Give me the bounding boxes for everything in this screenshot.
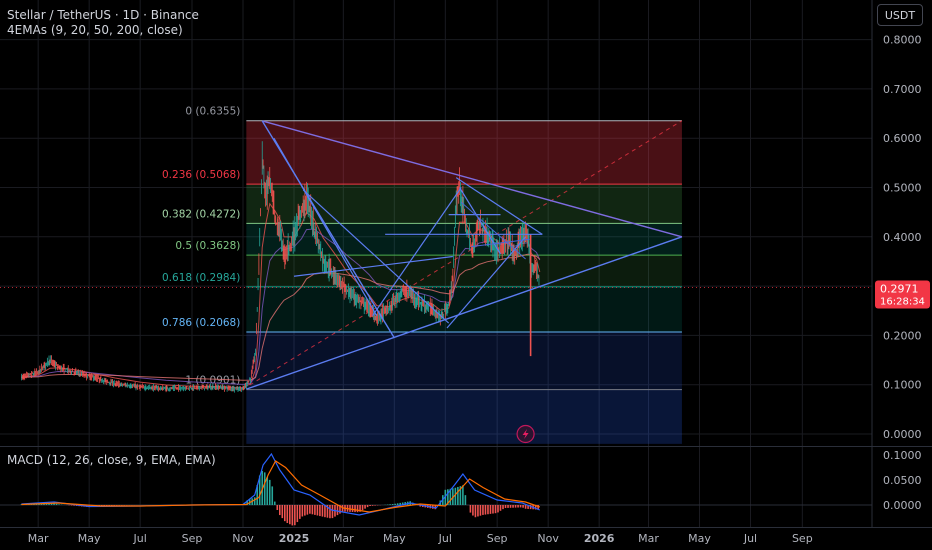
current-price-badge	[875, 280, 930, 309]
fib-zone	[246, 332, 682, 390]
trendlines	[246, 120, 683, 390]
macd-axis: 0.1000 0.0500 0.0000	[883, 449, 922, 512]
time-axis: Mar May Jul Sep Nov 2025 Mar May Jul Sep Nov 2026 Ma…	[28, 532, 813, 545]
fib-zone-extension	[246, 389, 682, 444]
time-axis-label: 2026	[584, 532, 615, 545]
fib-zone	[246, 286, 682, 333]
price-axis-label: 0.2000	[883, 329, 922, 342]
time-axis-label: May	[688, 532, 711, 545]
fib-level-label: 0 (0.6355)	[185, 106, 240, 118]
time-axis-label: Nov	[232, 532, 254, 545]
descending-resistance-line	[262, 120, 683, 238]
macd-axis-label: 0.1000	[883, 449, 922, 462]
time-axis-label: Mar	[333, 532, 354, 545]
fib-trend-dashed	[242, 120, 683, 390]
ema-indicator-label[interactable]: 4EMAs (9, 20, 50, 200, close)	[7, 23, 183, 37]
macd-axis-label: 0.0000	[883, 499, 922, 512]
trendline	[459, 187, 502, 255]
fib-level-label: 0.236 (0.5068)	[162, 169, 240, 181]
lightning-glyph	[522, 429, 529, 439]
price-axis-label: 0.4000	[883, 231, 922, 244]
time-axis-label: Sep	[487, 532, 508, 545]
price-axis-label: 0.1000	[883, 379, 922, 392]
fib-level-label: 0.618 (0.2984)	[162, 272, 240, 284]
trendline	[302, 189, 450, 324]
fib-level-label: 0.5 (0.3628)	[175, 240, 240, 252]
price-axis: 0.80000.70000.60000.50000.40000.30000.20…	[883, 34, 922, 441]
macd-axis-label: 0.0500	[883, 474, 922, 487]
price-axis-label: 0.0000	[883, 428, 922, 441]
time-axis-label: Mar	[28, 532, 49, 545]
time-axis-label: Jul	[438, 532, 452, 545]
time-axis-label: Jul	[743, 532, 757, 545]
time-axis-label: May	[383, 532, 406, 545]
ema-line	[21, 253, 541, 381]
time-axis-label: Nov	[537, 532, 559, 545]
macd-signal-line	[21, 460, 540, 513]
time-axis-label: May	[78, 532, 101, 545]
trendline	[293, 255, 453, 277]
fib-level-label: 0.382 (0.4272)	[162, 208, 240, 220]
trendline	[372, 187, 462, 317]
price-axis-label: 0.8000	[883, 34, 922, 47]
price-axis-label: 0.5000	[883, 182, 922, 195]
time-axis-label: Sep	[792, 532, 813, 545]
fib-retracement: 0 (0.6355) 0.236 (0.5068) 0.382 (0.4272) 0.…	[162, 106, 683, 444]
price-axis-label: 0.6000	[883, 132, 922, 145]
time-axis-label: Mar	[638, 532, 659, 545]
time-axis-label: Jul	[133, 532, 147, 545]
fib-zone	[246, 120, 682, 185]
trendline	[446, 236, 527, 329]
time-axis-label: 2025	[279, 532, 310, 545]
ascending-support-line	[246, 236, 683, 390]
macd-indicator-label[interactable]: MACD (12, 26, close, 9, EMA, EMA)	[7, 453, 216, 467]
price-axis-label: 0.7000	[883, 83, 922, 96]
symbol-title[interactable]: Stellar / TetherUS · 1D · Binance	[7, 8, 199, 22]
fib-level-label: 0.786 (0.2068)	[162, 317, 240, 329]
candle-countdown: 16:28:34	[880, 297, 925, 308]
current-price-value: 0.2971	[880, 283, 919, 296]
macd-pane	[0, 452, 872, 526]
trendline	[471, 238, 530, 248]
trendline	[273, 137, 378, 316]
trendline	[460, 201, 526, 260]
gridlines	[0, 0, 872, 528]
time-axis-label: Sep	[182, 532, 203, 545]
trendline	[455, 177, 543, 235]
currency-selector-button[interactable]: USDT	[877, 4, 923, 26]
